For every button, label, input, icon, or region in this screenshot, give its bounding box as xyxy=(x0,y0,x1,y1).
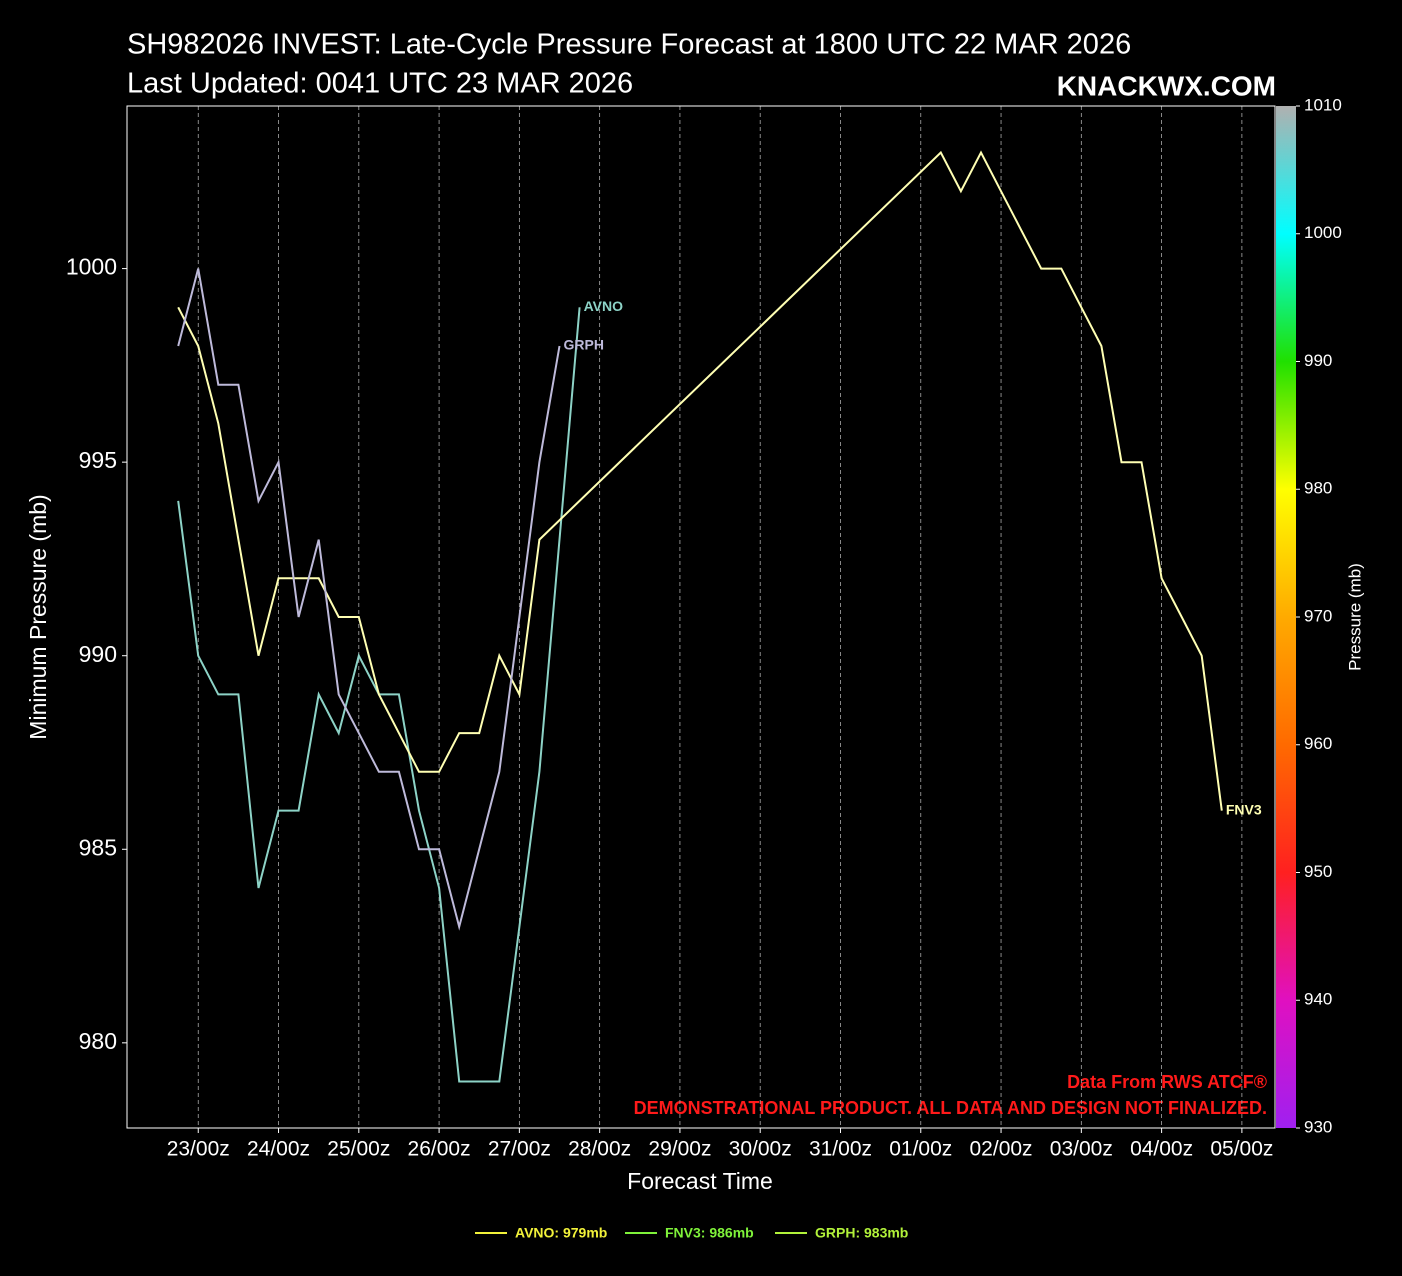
x-tick-label: 03/00z xyxy=(1050,1138,1113,1161)
x-tick-label: 02/00z xyxy=(970,1138,1033,1161)
series-end-label: AVNO xyxy=(584,298,624,314)
colorbar-tick-label: 990 xyxy=(1304,351,1332,370)
series-end-label: GRPH xyxy=(564,337,604,353)
y-tick-label: 990 xyxy=(79,641,117,667)
annotation: DEMONSTRATIONAL PRODUCT. ALL DATA AND DE… xyxy=(634,1098,1267,1118)
legend-label: AVNO: 979mb xyxy=(515,1225,607,1241)
legend-label: FNV3: 986mb xyxy=(665,1225,754,1241)
y-tick-label: 980 xyxy=(79,1028,117,1054)
brand: KNACKWX.COM xyxy=(1057,70,1276,101)
legend-label: GRPH: 983mb xyxy=(815,1225,908,1241)
x-tick-label: 05/00z xyxy=(1210,1138,1273,1161)
x-tick-label: 29/00z xyxy=(648,1138,711,1161)
y-tick-label: 985 xyxy=(79,834,117,860)
series-end-label: FNV3 xyxy=(1226,801,1262,817)
chart-subtitle: Last Updated: 0041 UTC 23 MAR 2026 xyxy=(127,68,633,100)
x-tick-label: 31/00z xyxy=(809,1138,872,1161)
x-tick-label: 26/00z xyxy=(408,1138,471,1161)
x-tick-label: 23/00z xyxy=(167,1138,230,1161)
x-tick-label: 04/00z xyxy=(1130,1138,1193,1161)
x-tick-label: 27/00z xyxy=(488,1138,551,1161)
annotation: Data From RWS ATCF® xyxy=(1067,1072,1267,1092)
colorbar-tick-label: 980 xyxy=(1304,479,1332,498)
x-tick-label: 01/00z xyxy=(889,1138,952,1161)
y-tick-label: 995 xyxy=(79,447,117,473)
chart-title: SH982026 INVEST: Late-Cycle Pressure For… xyxy=(127,29,1131,61)
x-tick-label: 28/00z xyxy=(568,1138,631,1161)
x-axis-label: Forecast Time xyxy=(627,1168,773,1194)
series-line xyxy=(177,268,561,931)
x-tick-label: 30/00z xyxy=(729,1138,792,1161)
colorbar-tick-label: 1000 xyxy=(1304,223,1342,242)
x-tick-label: 25/00z xyxy=(327,1138,390,1161)
plot-frame xyxy=(126,105,1276,1129)
colorbar-label: Pressure (mb) xyxy=(1345,563,1364,671)
colorbar-tick-label: 1010 xyxy=(1304,95,1342,114)
colorbar-tick-label: 930 xyxy=(1304,1117,1332,1136)
y-axis-label: Minimum Pressure (mb) xyxy=(25,494,51,739)
colorbar-tick-label: 960 xyxy=(1304,734,1332,753)
colorbar xyxy=(1276,106,1296,1128)
y-tick-label: 1000 xyxy=(66,254,117,280)
colorbar-tick-label: 940 xyxy=(1304,990,1332,1009)
x-tick-label: 24/00z xyxy=(247,1138,310,1161)
series-line xyxy=(177,150,1223,811)
colorbar-tick-label: 950 xyxy=(1304,862,1332,881)
colorbar-tick-label: 970 xyxy=(1304,606,1332,625)
